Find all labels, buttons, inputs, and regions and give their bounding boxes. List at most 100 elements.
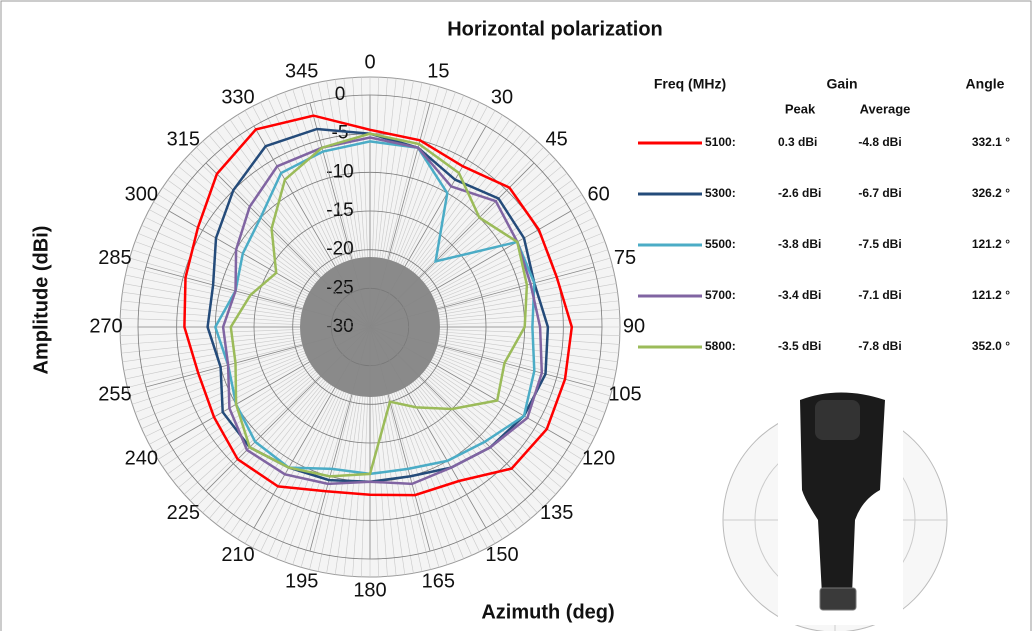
minor-spoke — [122, 336, 301, 363]
minor-spoke — [284, 392, 347, 563]
minor-spoke — [381, 395, 414, 574]
minor-spoke — [439, 336, 618, 363]
minor-spoke — [424, 369, 568, 482]
spoke — [168, 326, 371, 444]
spoke — [369, 326, 431, 552]
minor-spoke — [129, 346, 303, 397]
minor-spoke — [436, 348, 608, 405]
r-tick-label: -5 — [332, 123, 349, 144]
spoke — [369, 125, 487, 328]
minor-spoke — [372, 396, 380, 577]
device-lens — [815, 400, 860, 440]
minor-spoke — [434, 233, 602, 302]
r-tick-label: -25 — [326, 277, 353, 298]
minor-spoke — [414, 380, 531, 519]
legend-cell: -3.5 dBi — [778, 339, 821, 353]
minor-spoke — [386, 394, 431, 570]
minor-spoke — [145, 357, 308, 437]
legend-label: 5300: — [705, 186, 736, 200]
minor-spoke — [427, 365, 578, 468]
r-tick-label: 0 — [335, 84, 346, 105]
minor-spoke — [423, 371, 562, 488]
minor-spoke — [389, 394, 440, 568]
angle-tick-label: 60 — [588, 183, 610, 205]
angle-tick-label: 45 — [546, 129, 568, 151]
minor-spoke — [189, 375, 320, 501]
minor-spoke — [229, 384, 332, 535]
series-line — [183, 114, 574, 497]
minor-spoke — [352, 77, 366, 258]
angle-tick-label: 30 — [491, 87, 513, 109]
angle-tick-label: 180 — [353, 579, 386, 601]
minor-spoke — [435, 241, 606, 304]
minor-spoke — [132, 348, 304, 405]
minor-spoke — [178, 166, 317, 283]
angle-tick-label: 120 — [582, 447, 615, 469]
minor-spoke — [437, 343, 613, 388]
minor-spoke — [423, 166, 562, 283]
legend-header: Freq (MHz) — [654, 76, 726, 92]
minor-spoke — [121, 334, 301, 354]
minor-spoke — [420, 153, 551, 279]
angle-tick-label: 135 — [540, 502, 573, 524]
minor-spoke — [360, 396, 368, 577]
minor-spoke — [434, 352, 602, 421]
angle-tick-label: 105 — [608, 384, 641, 406]
series-line — [229, 132, 529, 478]
spoke — [309, 326, 371, 552]
legend-header: Angle — [966, 76, 1005, 92]
angle-tick-label: 285 — [98, 247, 131, 269]
minor-spoke — [149, 209, 309, 295]
minor-spoke — [125, 341, 302, 380]
minor-spoke — [377, 396, 397, 576]
minor-spoke — [395, 95, 464, 263]
minor-spoke — [410, 124, 518, 271]
y-axis-title: Amplitude (dBi) — [30, 226, 52, 375]
minor-spoke — [120, 317, 301, 325]
spoke — [145, 326, 371, 388]
minor-spoke — [439, 334, 619, 354]
minor-spoke — [252, 106, 338, 266]
minor-spoke — [326, 395, 359, 574]
spoke — [145, 266, 371, 328]
angle-tick-label: 150 — [485, 544, 518, 566]
angle-tick-label: 0 — [364, 51, 375, 73]
minor-spoke — [426, 179, 573, 287]
minor-spoke — [360, 77, 368, 258]
angle-tick-label: 195 — [285, 570, 318, 592]
angle-tick-label: 315 — [167, 129, 200, 151]
angle-tick-label: 345 — [285, 60, 318, 82]
minor-spoke — [120, 309, 301, 323]
minor-spoke — [406, 114, 503, 268]
minor-spoke — [162, 186, 313, 289]
legend-cell: 352.0 ° — [972, 339, 1010, 353]
minor-spoke — [196, 377, 322, 508]
minor-spoke — [162, 365, 313, 468]
angle-tick-label: 165 — [422, 570, 455, 592]
r-tick-label: -15 — [326, 200, 353, 221]
r-tick-label: -10 — [326, 161, 353, 182]
minor-spoke — [202, 378, 324, 513]
minor-spoke — [372, 77, 380, 258]
minor-spoke — [377, 78, 397, 258]
angle-tick-label: 270 — [89, 315, 122, 337]
device-base — [819, 587, 857, 611]
minor-spoke — [178, 371, 317, 488]
minor-spoke — [438, 283, 617, 316]
legend-subheader: Average — [860, 101, 911, 116]
minor-spoke — [436, 249, 608, 306]
legend-cell: -3.4 dBi — [778, 288, 821, 302]
minor-spoke — [429, 363, 583, 460]
minor-spoke — [433, 225, 599, 299]
minor-spoke — [393, 91, 456, 262]
angle-tick-label: 255 — [98, 384, 131, 406]
minor-spoke — [408, 384, 511, 535]
spoke — [369, 210, 572, 328]
minor-spoke — [437, 266, 613, 311]
legend-label: 5500: — [705, 237, 736, 251]
minor-spoke — [309, 394, 354, 570]
minor-spoke — [391, 393, 448, 565]
legend-label: 5100: — [705, 135, 736, 149]
minor-spoke — [237, 114, 334, 268]
minor-spoke — [141, 355, 307, 429]
